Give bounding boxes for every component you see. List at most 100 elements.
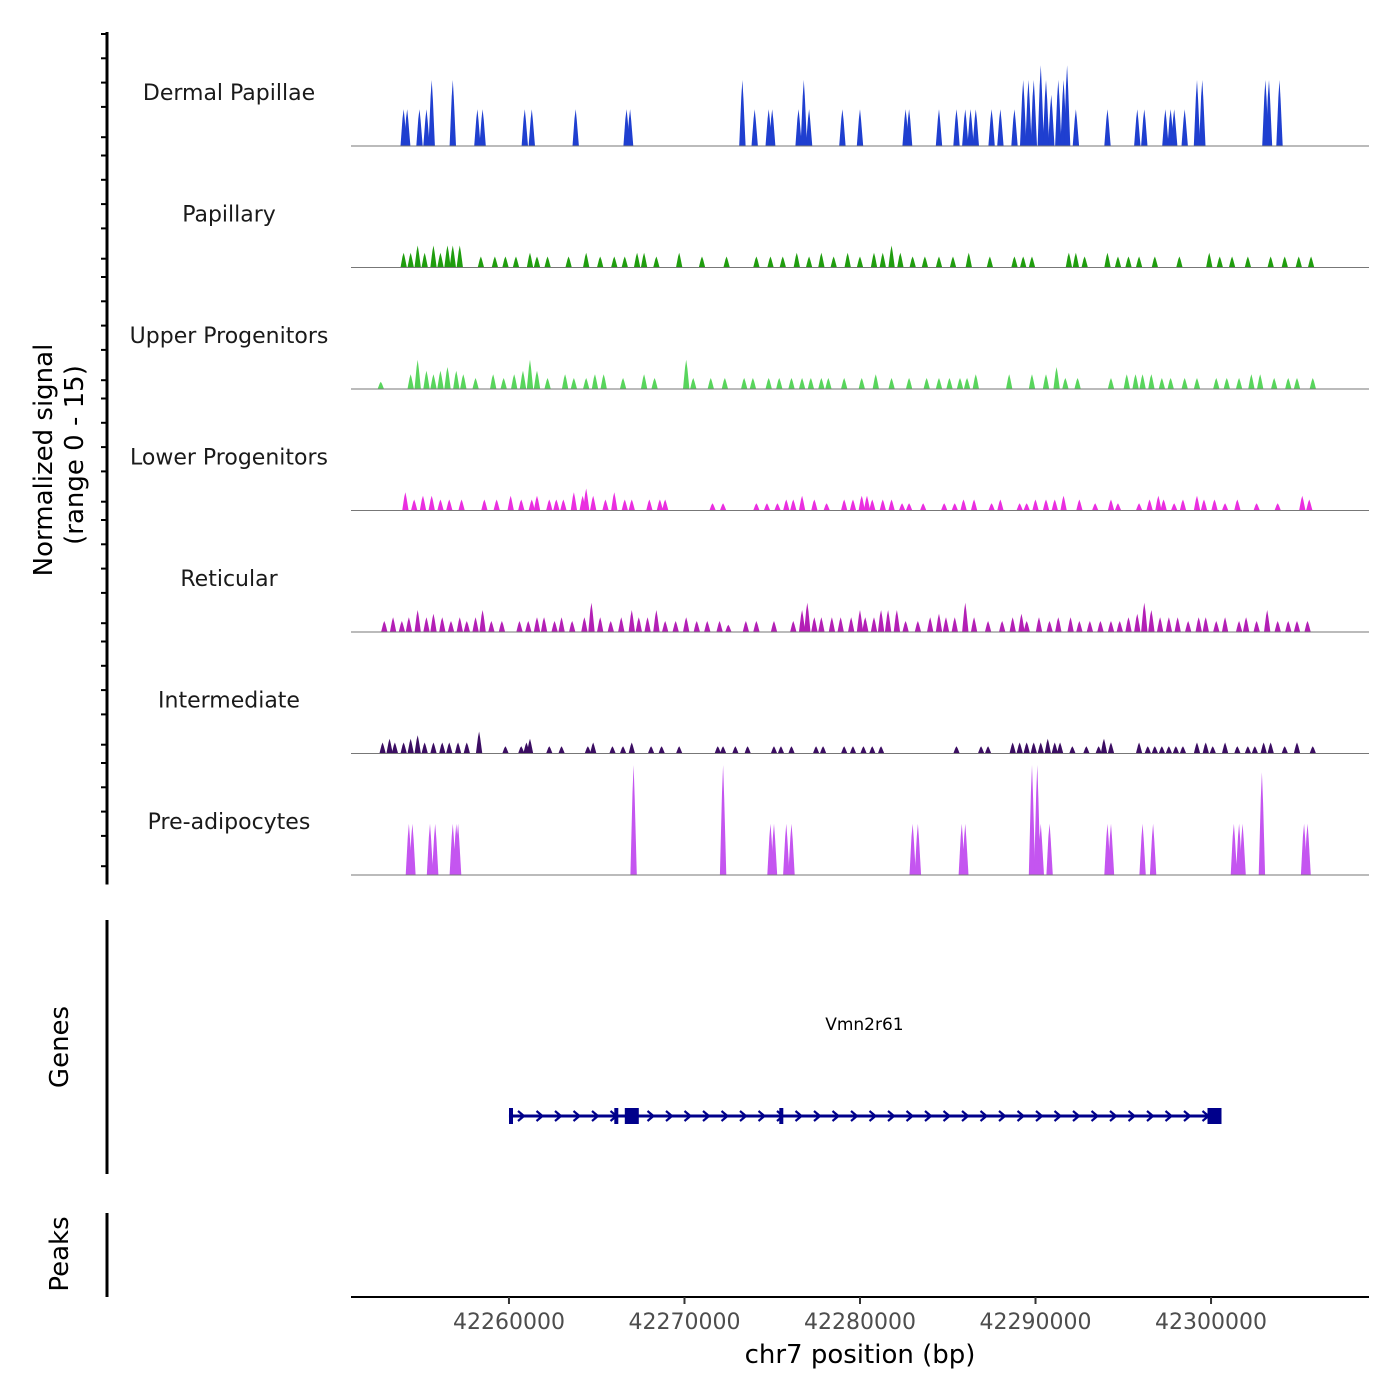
signal-peak [1195,617,1202,632]
signal-peak [1076,499,1083,511]
signal-peak [414,735,421,754]
signal-peak [400,742,407,754]
signal-peak [999,621,1006,632]
signal-peak [1146,499,1153,511]
signal-peak [953,746,960,754]
signal-peak [988,109,995,146]
strand-arrow [517,1110,526,1122]
signal-peak [500,378,507,389]
signal-peak [946,378,953,389]
signal-peak [611,492,618,511]
signal-peak [1107,499,1115,511]
signal-peak [1051,499,1058,511]
signal-peak [1032,499,1039,511]
x-tick-label: 42270000 [628,1310,740,1335]
signal-peak [437,370,444,389]
strand-arrow [1072,1110,1081,1122]
strand-arrow [961,1110,970,1122]
signal-peak [421,252,428,268]
signal-peak [444,245,451,268]
signal-peak [795,109,802,146]
signal-peak [516,621,523,632]
signal-peak [1018,613,1025,632]
track-papillary: Papillary [182,203,1369,268]
gene-exon [614,1108,619,1124]
signal-peak [1304,823,1311,875]
signal-peak [869,499,876,511]
signal-peak [818,617,825,632]
signal-peak [1006,374,1013,389]
signal-peak [640,374,648,389]
signal-peak [502,746,509,754]
signal-peak [923,378,930,389]
signal-peak [423,109,430,146]
strand-arrow [1164,1110,1174,1122]
signal-peak [519,370,527,389]
signal-peak [533,617,541,632]
signal-peak [1309,378,1316,389]
signal-peak [1083,746,1090,754]
track-pre-adipocytes: Pre-adipocytes [148,765,1369,876]
signal-peak [1025,80,1032,146]
signal-peak [956,378,964,389]
signal-peak [583,378,590,389]
signal-peak [653,610,660,632]
signal-peak [856,109,864,146]
signal-peak [430,613,437,632]
track-label: Upper Progenitors [130,324,329,349]
signal-peak [428,80,435,146]
signal-peak [898,503,906,511]
signal-peak [1067,617,1074,632]
signal-peak [583,488,590,511]
signal-peak [619,746,627,754]
signal-peak [1046,621,1053,632]
signal-peak [437,499,444,511]
signal-peak [1156,617,1164,632]
signal-peak [888,245,895,268]
signal-peak [849,499,857,511]
signal-peak [1135,503,1143,511]
signal-peak [828,617,836,632]
signal-peak [920,503,927,511]
signal-peak [693,621,700,632]
signal-peak [770,823,778,875]
strand-arrow [813,1110,822,1122]
signal-peak [935,256,943,268]
signal-peak [1107,823,1115,875]
signal-peak [1139,823,1146,875]
signal-peak [841,378,848,389]
signal-peak [714,746,721,754]
signal-peak [1028,374,1036,389]
signal-peak [888,499,895,511]
signal-peak [458,499,465,511]
signal-peak [962,109,969,146]
strand-arrow [905,1110,915,1122]
x-tick-label: 42290000 [980,1310,1092,1335]
signal-peak [398,621,406,632]
signal-peak [611,256,618,268]
peaks-panel-label: Peaks [45,1216,75,1291]
signal-peak [1028,256,1036,268]
signal-peak [870,252,878,268]
signal-peak [951,617,958,632]
gene-models: Vmn2r61 [508,1015,1222,1124]
signal-peak [584,746,592,754]
strand-arrow [942,1110,952,1122]
signal-peak [858,378,865,389]
signal-peak [1242,617,1250,632]
signal-peak [1239,823,1246,875]
signal-peak [921,256,929,268]
signal-peak [597,256,604,268]
signal-peak [830,256,837,268]
signal-peak [1285,378,1292,389]
signal-peak [626,109,634,146]
signal-peak [635,617,642,632]
signal-peak [565,256,572,268]
signal-peak [823,503,830,511]
signal-peak [1216,256,1223,268]
signal-peak [472,378,479,389]
signal-peak [870,617,878,632]
signal-peak [609,746,616,754]
track-label: Lower Progenitors [130,446,328,471]
signal-peak [414,610,421,632]
